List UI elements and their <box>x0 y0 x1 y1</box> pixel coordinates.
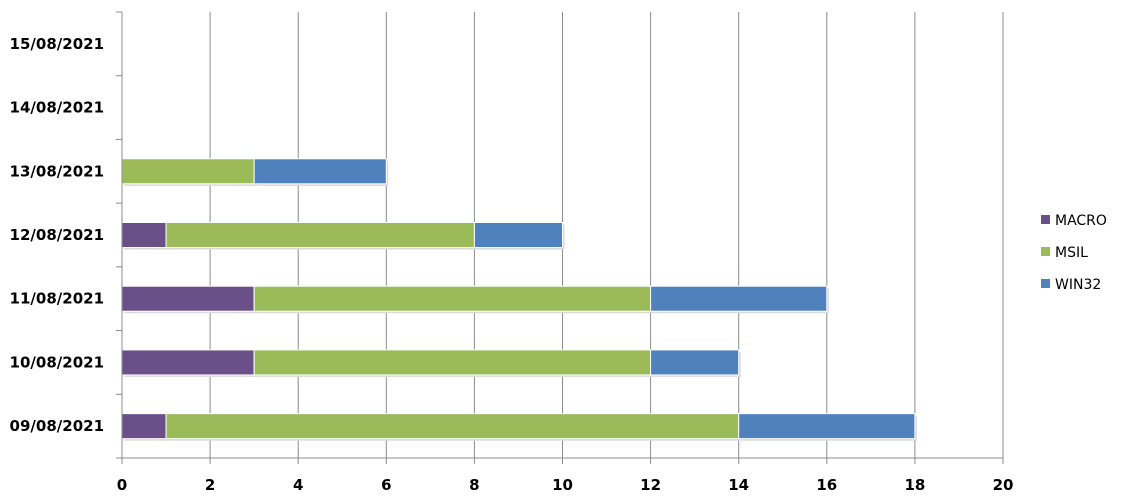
bar-win32-13-08-2021 <box>253 158 387 185</box>
bar-win32-11-08-2021 <box>650 285 828 312</box>
bar-win32-12-08-2021 <box>473 222 563 248</box>
bar-macro-12-08-2021 <box>121 222 167 248</box>
x-tick-label: 6 <box>381 476 391 494</box>
legend-label-macro: MACRO <box>1055 213 1107 229</box>
x-tick-label: 18 <box>904 476 925 494</box>
bar-win32-09-08-2021 <box>738 413 916 440</box>
bar-win32-10-08-2021 <box>650 349 740 376</box>
bars <box>121 158 917 441</box>
x-tick-label: 2 <box>205 476 215 494</box>
bar-macro-11-08-2021 <box>121 285 255 312</box>
bar-macro-10-08-2021 <box>121 349 255 376</box>
bar-msil-13-08-2021 <box>121 158 255 185</box>
legend-swatch-macro <box>1041 215 1050 224</box>
category-label: 10/08/2021 <box>10 353 104 371</box>
x-tick-label: 16 <box>816 476 837 494</box>
category-label: 13/08/2021 <box>10 162 104 180</box>
x-tick-label: 8 <box>469 476 479 494</box>
legend: MACRO MSIL WIN32 <box>1041 213 1107 293</box>
bar-msil-10-08-2021 <box>253 349 652 376</box>
legend-swatch-win32 <box>1041 279 1050 288</box>
legend-swatch-msil <box>1041 247 1050 256</box>
legend-label-msil: MSIL <box>1055 245 1088 261</box>
bar-msil-09-08-2021 <box>165 413 740 440</box>
x-tick-label: 12 <box>640 476 661 494</box>
x-tick-label: 14 <box>728 476 749 494</box>
category-label: 09/08/2021 <box>10 417 104 435</box>
category-label: 12/08/2021 <box>10 226 104 244</box>
legend-label-win32: WIN32 <box>1055 277 1101 293</box>
category-labels: 09/08/2021 10/08/2021 11/08/2021 12/08/2021… <box>10 35 104 435</box>
category-label: 11/08/2021 <box>10 290 104 308</box>
value-tick-labels: 0 2 4 6 8 10 12 14 16 18 20 <box>117 476 1014 494</box>
x-tick-label: 20 <box>993 476 1014 494</box>
bar-macro-09-08-2021 <box>121 413 167 440</box>
bar-msil-12-08-2021 <box>165 222 475 248</box>
axes <box>116 11 1004 464</box>
bar-msil-11-08-2021 <box>253 285 652 312</box>
category-label: 15/08/2021 <box>10 35 104 53</box>
x-tick-label: 10 <box>552 476 573 494</box>
x-tick-label: 4 <box>293 476 303 494</box>
category-label: 14/08/2021 <box>10 99 104 117</box>
x-tick-label: 0 <box>117 476 127 494</box>
